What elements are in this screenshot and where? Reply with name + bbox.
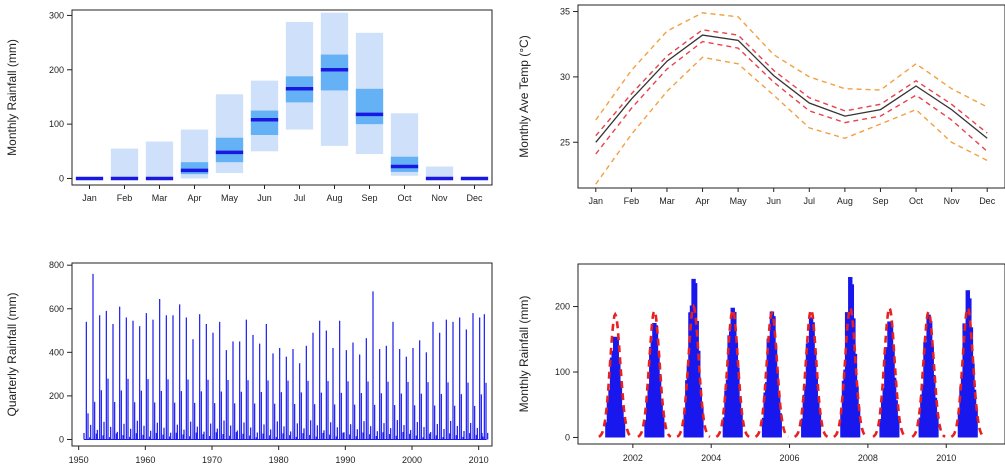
x-tick-label: Jul [294, 193, 306, 203]
range-box-outer [145, 141, 174, 179]
y-axis-label: Monthly Rainfall (mm) [517, 296, 531, 413]
confidence-band-line [595, 29, 988, 137]
fitted-seasonal-curve [637, 308, 672, 438]
monthly-rain-bar [699, 406, 704, 438]
y-tick-label: 0 [565, 432, 570, 442]
x-tick-label: May [221, 193, 239, 203]
confidence-band-line [595, 56, 988, 185]
y-tick-label: 600 [49, 304, 64, 314]
panel-monthly-rainfall-climatology: Monthly Rainfall (mm) 0 100 200 300 Jan Feb Mar… [5, 9, 493, 203]
range-box-outer [285, 21, 314, 130]
fitted-seasonal-curve [598, 311, 633, 438]
x-tick-label: May [730, 196, 748, 206]
x-tick-label: Jun [766, 196, 781, 206]
fitted-seasonal-curve [911, 309, 946, 438]
x-tick-label: Oct [397, 193, 412, 203]
y-tick-label: 100 [555, 367, 570, 377]
panel-monthly-rainfall-series: Monthly Rainfall (mm) 0 100 200 2002 2004 2006… [517, 263, 1005, 463]
monthly-rain-bar [816, 414, 822, 438]
fitted-seasonal-curve [833, 304, 868, 438]
x-tick-label: 1960 [135, 455, 155, 465]
y-tick-label: 35 [560, 7, 570, 17]
x-tick-label: 1970 [202, 455, 222, 465]
x-tick-label: Nov [431, 193, 448, 203]
y-tick-label: 0 [59, 173, 64, 183]
fitted-seasonal-curve [950, 305, 985, 438]
x-tick-label: 2010 [936, 453, 956, 463]
x-tick-label: Mar [659, 196, 675, 206]
plot-frame [577, 263, 1005, 445]
confidence-band-line [595, 12, 988, 121]
x-tick-label: Aug [837, 196, 853, 206]
monthly-rain-bar [895, 415, 900, 438]
monthly-rain-bar [855, 407, 861, 438]
monthly-rain-bar [660, 414, 665, 438]
x-tick-label: Jul [804, 196, 816, 206]
x-tick-label: 1950 [69, 455, 89, 465]
x-tick-label: 1980 [269, 455, 289, 465]
y-tick-label: 25 [560, 137, 570, 147]
plot-frame [71, 9, 493, 186]
fitted-seasonal-curve [715, 306, 750, 438]
x-tick-label: 2002 [623, 453, 643, 463]
y-tick-label: 200 [49, 65, 64, 75]
y-tick-label: 800 [49, 260, 64, 270]
y-tick-label: 300 [49, 10, 64, 20]
mean-temperature-line [595, 34, 988, 143]
monthly-rain-bar [934, 414, 939, 438]
x-tick-label: Oct [909, 196, 924, 206]
range-box-inner [390, 156, 419, 172]
x-tick-label: Apr [696, 196, 710, 206]
y-tick-label: 200 [49, 391, 64, 401]
x-tick-label: 1990 [335, 455, 355, 465]
x-tick-label: Apr [187, 193, 201, 203]
monthly-rain-bar [973, 410, 978, 438]
x-tick-label: Dec [979, 196, 996, 206]
fitted-seasonal-curve [676, 303, 711, 438]
x-tick-label: 2004 [701, 453, 721, 463]
x-tick-label: Sep [361, 193, 377, 203]
y-tick-label: 0 [59, 434, 64, 444]
y-tick-label: 400 [49, 347, 64, 357]
x-tick-label: 2008 [858, 453, 878, 463]
range-box-inner [180, 162, 209, 175]
monthly-rain-bar [777, 413, 782, 438]
x-tick-label: 2000 [402, 455, 422, 465]
x-tick-label: Feb [624, 196, 640, 206]
plot-frame [71, 262, 493, 447]
x-tick-label: Jan [82, 193, 97, 203]
x-tick-label: Feb [117, 193, 133, 203]
range-box-inner [355, 88, 384, 125]
range-box-inner [250, 110, 279, 135]
x-tick-label: Aug [326, 193, 342, 203]
range-box-inner [215, 137, 244, 163]
y-axis-label: Monthly Ave Temp (°C) [517, 35, 531, 157]
x-tick-label: Jan [589, 196, 604, 206]
confidence-band-line [595, 40, 988, 155]
y-tick-label: 30 [560, 72, 570, 82]
monthly-rain-bar [620, 417, 626, 438]
range-box-outer [110, 148, 139, 179]
range-box-inner [320, 54, 349, 91]
x-tick-label: Jun [257, 193, 272, 203]
fitted-seasonal-curve [872, 304, 907, 438]
y-axis-label: Quarterly Rainfall (mm) [5, 292, 19, 416]
panel-quarterly-rainfall: Quarterly Rainfall (mm) 0 200 400 600 800 1950… [5, 260, 493, 465]
y-tick-label: 100 [49, 119, 64, 129]
x-tick-label: 2010 [469, 455, 489, 465]
y-axis-label: Monthly Rainfall (mm) [5, 39, 19, 156]
x-tick-label: 2006 [780, 453, 800, 463]
panel-monthly-temperature: Monthly Ave Temp (°C) 25 30 35 Jan Feb Mar Apr M… [517, 4, 1005, 206]
fitted-seasonal-curve [754, 310, 789, 438]
x-tick-label: Dec [466, 193, 483, 203]
monthly-rain-bar [738, 412, 743, 438]
plot-frame [577, 4, 1005, 189]
x-tick-label: Nov [944, 196, 961, 206]
fitted-seasonal-curve [793, 307, 829, 438]
x-tick-label: Sep [872, 196, 888, 206]
x-tick-label: Mar [152, 193, 168, 203]
range-box-outer [425, 166, 454, 179]
y-tick-label: 200 [555, 302, 570, 312]
